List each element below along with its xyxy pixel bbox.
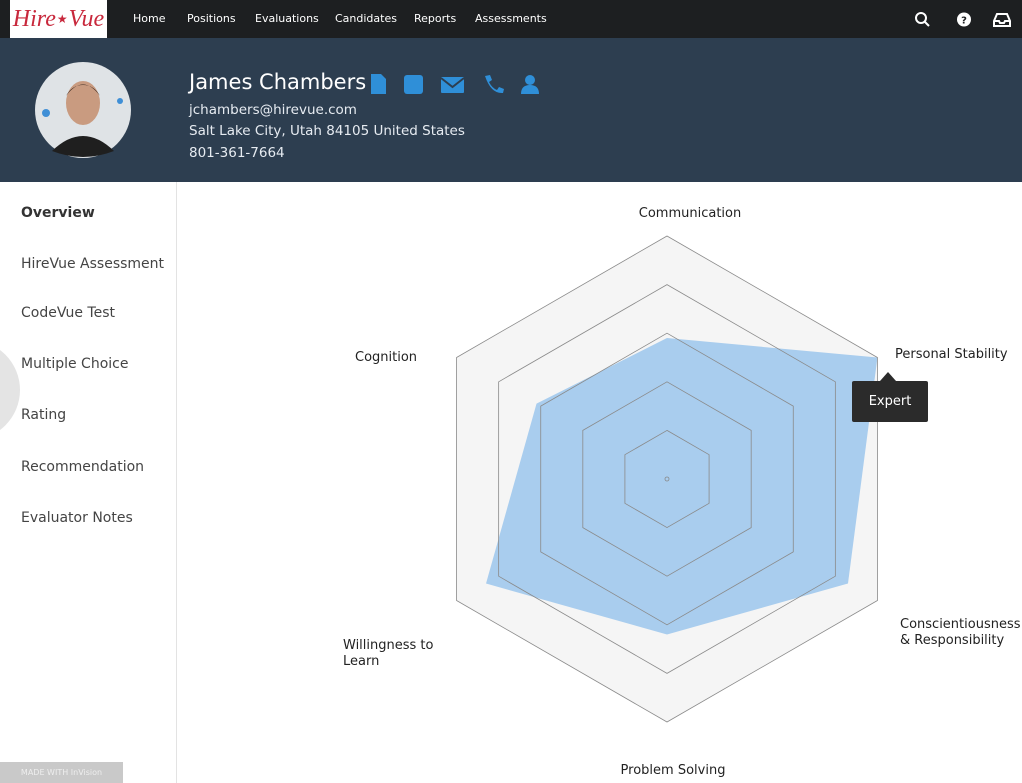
sidebar-item[interactable]: CodeVue Test	[21, 305, 115, 321]
sidebar	[0, 182, 177, 783]
avatar	[35, 62, 131, 158]
candidate-name: James Chambers	[189, 70, 367, 94]
logo-star: ★	[56, 11, 68, 26]
nav-item[interactable]: Home	[133, 12, 166, 25]
grid-ring	[498, 284, 836, 674]
inbox-icon[interactable]	[993, 13, 1011, 27]
help-icon[interactable]: ?	[957, 12, 971, 27]
nav-item[interactable]: Reports	[414, 12, 457, 25]
grid-ring	[582, 381, 752, 577]
grid-ring	[456, 235, 878, 723]
logo-text: Vue	[68, 5, 105, 32]
sidebar-item[interactable]: Multiple Choice	[21, 356, 129, 372]
tooltip: Expert	[852, 381, 928, 422]
radar-area	[486, 338, 878, 635]
nav-item[interactable]: Candidates	[335, 12, 397, 25]
logo[interactable]: Hire ★ Vue	[10, 0, 107, 38]
radar-center	[664, 476, 670, 482]
radar-chart	[456, 235, 878, 723]
resume-icon[interactable]	[371, 74, 386, 94]
nav-item[interactable]: Evaluations	[255, 12, 319, 25]
profile-band	[0, 38, 1022, 182]
candidate-address: Salt Lake City, Utah 84105 United States	[189, 123, 465, 139]
sidebar-item[interactable]: Rating	[21, 407, 67, 423]
svg-text:?: ?	[961, 16, 967, 27]
axis-label: Problem Solving	[620, 763, 726, 778]
axis-label: Willingness to Learn	[343, 638, 434, 669]
sidebar-item[interactable]: Recommendation	[21, 459, 145, 475]
search-icon[interactable]	[915, 12, 930, 27]
nav-item[interactable]: Positions	[187, 12, 236, 25]
linkedin-icon[interactable]	[404, 75, 423, 94]
candidate-phone: 801-361-7664	[189, 145, 285, 161]
contact-person-icon[interactable]	[521, 75, 539, 94]
sidebar-item[interactable]: Evaluator Notes	[21, 510, 133, 526]
top-nav	[0, 0, 1022, 38]
nav-icons: ?	[915, 12, 1011, 27]
candidate-email[interactable]: jchambers@hirevue.com	[189, 102, 357, 118]
sidebar-item[interactable]: HireVue Assessment	[21, 256, 165, 272]
grid-ring	[540, 332, 794, 626]
tooltip-arrow	[880, 372, 896, 381]
grid-ring	[624, 429, 710, 529]
email-icon[interactable]	[441, 77, 464, 93]
sidebar-item[interactable]: Overview	[21, 205, 95, 221]
phone-icon[interactable]	[485, 75, 504, 94]
nav-item[interactable]: Assessments	[475, 12, 547, 25]
axis-label: Cognition	[355, 350, 418, 365]
axis-label: Communication	[638, 206, 742, 221]
contact-icons	[371, 74, 539, 94]
logo-text: Hire	[12, 5, 56, 32]
axis-label: Conscientiousness & Responsibility	[900, 617, 1021, 648]
invision-badge: MADE WITH InVision	[0, 762, 123, 783]
axis-label: Personal Stability	[895, 347, 1008, 362]
